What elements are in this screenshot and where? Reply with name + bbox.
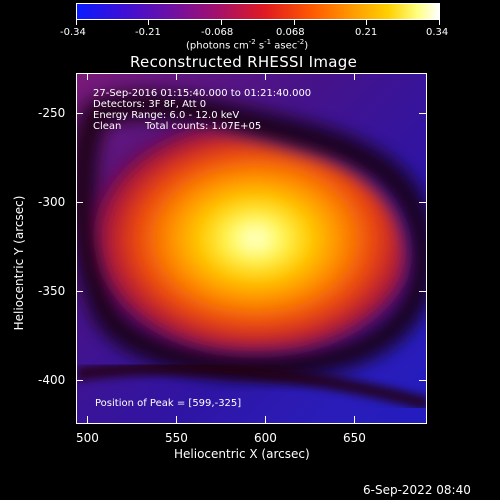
y-axis-label: Heliocentric Y (arcsec) xyxy=(12,195,26,331)
colorbar-tick-label: -0.21 xyxy=(135,27,161,38)
colorbar-tick-label: -0.34 xyxy=(60,27,86,38)
colorbar-tick-label: 0.34 xyxy=(426,27,449,38)
units-exp: -1 xyxy=(264,38,272,46)
annotation-method: Clean xyxy=(93,121,122,132)
colorbar-tick-label: -0.068 xyxy=(201,27,234,38)
annotation-detectors: Detectors: 3F 8F, Att 0 xyxy=(93,99,207,110)
x-tick-label: 550 xyxy=(165,431,188,445)
colorbar-ticks xyxy=(76,20,440,26)
y-tick-label: -400 xyxy=(38,373,66,387)
annotation-energy: Energy Range: 6.0 - 12.0 keV xyxy=(93,110,240,121)
image-panel: 27-Sep-2016 01:15:40.000 to 01:21:40.000… xyxy=(76,73,427,424)
y-tick-label: -250 xyxy=(38,106,66,120)
units-exp: -2 xyxy=(248,38,256,46)
annotation-peak: Position of Peak = [599,-325] xyxy=(95,398,242,409)
units-part: (photons cm xyxy=(186,40,249,52)
footer-date: 6-Sep-2022 08:40 xyxy=(363,483,471,497)
units-part: ) xyxy=(304,40,309,52)
x-tick-label: 650 xyxy=(343,431,366,445)
units-part: asec xyxy=(271,40,298,52)
colorbar-tick-label: 0.21 xyxy=(355,27,378,38)
annotation-counts: Total counts: 1.07E+05 xyxy=(145,121,262,132)
units-part: s xyxy=(255,40,265,52)
annotation-time-range: 27-Sep-2016 01:15:40.000 to 01:21:40.000 xyxy=(93,88,312,99)
plot-title: Reconstructed RHESSI Image xyxy=(130,53,358,71)
x-axis-label: Heliocentric X (arcsec) xyxy=(174,447,310,461)
colorbar-tick-label: 0.068 xyxy=(276,27,305,38)
units-exp: -2 xyxy=(297,38,305,46)
heatmap-image xyxy=(77,74,426,423)
x-tick-label: 500 xyxy=(76,431,99,445)
y-tick-label: -350 xyxy=(38,284,66,298)
colorbar-units: (photons cm-2 s-1 asec-2) xyxy=(186,38,308,51)
colorbar xyxy=(76,3,440,20)
y-tick-label: -300 xyxy=(38,195,66,209)
x-tick-label: 600 xyxy=(254,431,277,445)
